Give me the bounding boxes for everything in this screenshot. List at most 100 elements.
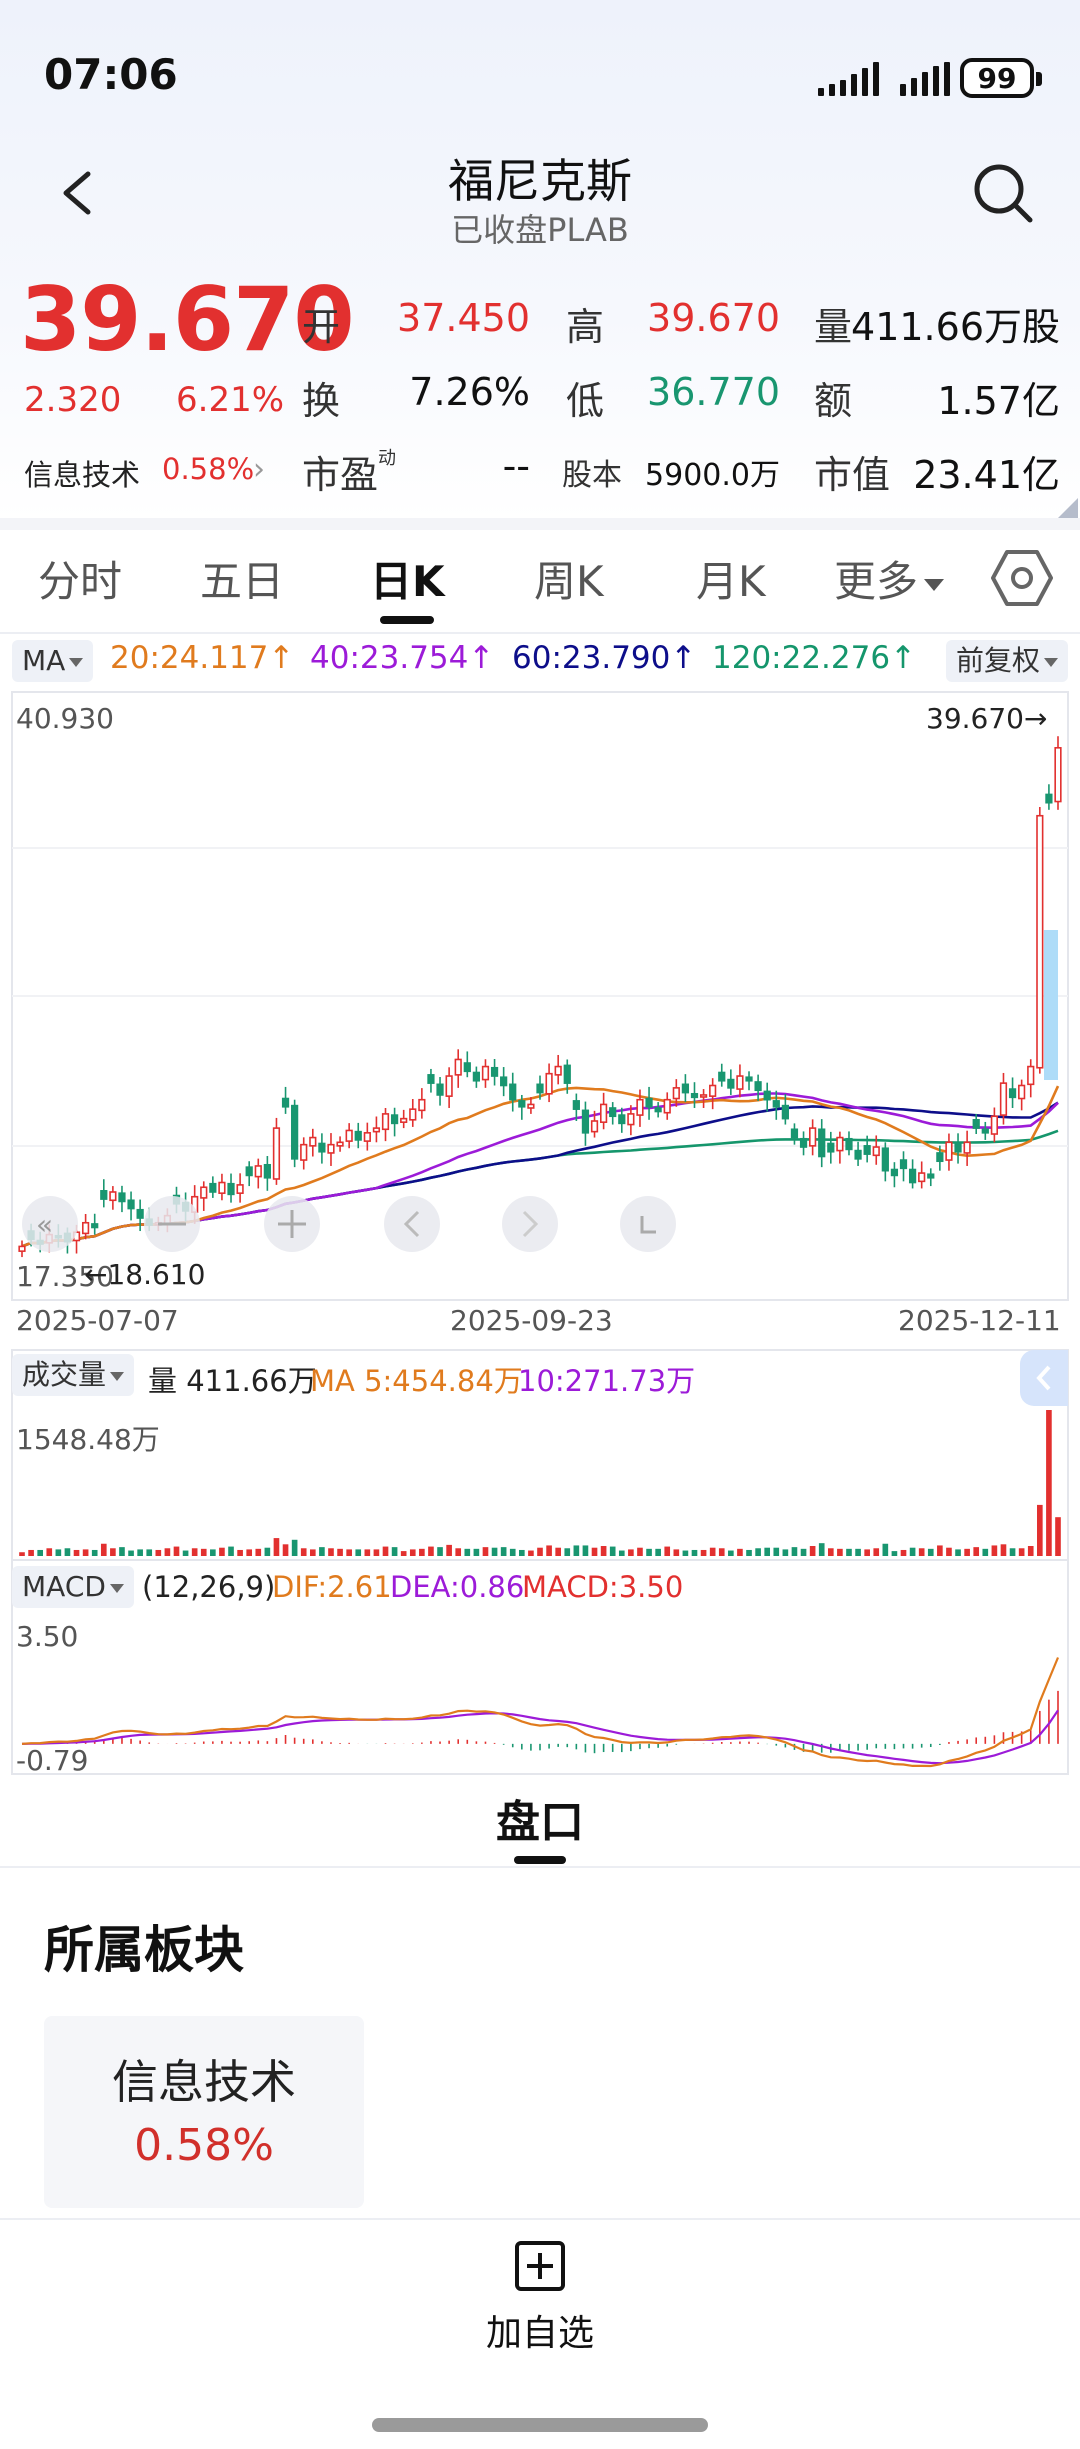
- ma60-value: 60:23.790↑: [512, 640, 697, 676]
- volume-bar: [773, 1547, 780, 1556]
- volume-bar: [618, 1550, 625, 1556]
- volume-bar: [728, 1550, 734, 1556]
- tab-five-day[interactable]: 五日: [200, 557, 285, 606]
- volume-bar: [655, 1548, 661, 1556]
- divider: [0, 518, 1080, 530]
- add-watchlist-icon[interactable]: [514, 2240, 566, 2292]
- add-watchlist-button[interactable]: 加自选: [485, 2313, 594, 2354]
- volume-bar: [909, 1547, 916, 1556]
- fullscreen-icon: [640, 1216, 656, 1234]
- tab-more[interactable]: 更多: [834, 548, 945, 609]
- volume-selector[interactable]: 成交量: [12, 1354, 135, 1396]
- dropdown-arrow-icon: [69, 657, 84, 667]
- candle-body: [699, 1094, 708, 1098]
- back-icon[interactable]: [56, 170, 102, 216]
- candle-body: [627, 1113, 635, 1126]
- candle-body: [327, 1143, 335, 1154]
- tab-weekly-k[interactable]: 周K: [534, 557, 604, 606]
- candle-body: [490, 1066, 499, 1077]
- volume-bar: [219, 1547, 225, 1556]
- candle-body: [136, 1208, 144, 1219]
- expand-corner-icon[interactable]: [1058, 498, 1078, 518]
- volume-bar: [782, 1549, 789, 1556]
- volume-bar: [191, 1548, 198, 1556]
- volume-bar: [46, 1548, 53, 1556]
- battery-level: 99: [977, 61, 1017, 95]
- candle-body: [736, 1075, 744, 1090]
- ma20-value: 20:24.117↑: [110, 640, 295, 676]
- y-axis-min: 17.350: [16, 1260, 114, 1293]
- adjust-selector[interactable]: 前复权: [946, 640, 1069, 682]
- ma120-value: 120:22.276↑: [712, 640, 917, 676]
- kline-chart[interactable]: «: [0, 690, 1080, 1780]
- chart-controls: «: [22, 1196, 676, 1252]
- candle-body: [563, 1064, 571, 1084]
- amount-value: 1.57亿: [937, 379, 1060, 423]
- volume-bar: [346, 1549, 352, 1556]
- macd-selector[interactable]: MACD: [12, 1566, 134, 1608]
- volume-bar: [273, 1538, 280, 1556]
- candle-body: [109, 1191, 117, 1202]
- home-indicator[interactable]: [372, 2418, 708, 2432]
- candle-body: [1018, 1084, 1026, 1100]
- volume-bar: [682, 1550, 689, 1556]
- tab-monthly-k[interactable]: 月K: [696, 557, 766, 606]
- sector-pct[interactable]: 0.58%: [162, 452, 255, 486]
- collapse-panel-button[interactable]: [1020, 1350, 1068, 1406]
- pe-label: 市盈动: [302, 444, 396, 499]
- candle-body: [818, 1128, 826, 1158]
- sector-card[interactable]: 信息技术 0.58%: [44, 2016, 364, 2208]
- volume-bar: [500, 1547, 507, 1556]
- double-left-icon: «: [36, 1208, 53, 1241]
- volume-bar: [1018, 1548, 1025, 1556]
- candle-body: [400, 1117, 408, 1123]
- tab-daily-k[interactable]: 日K: [370, 557, 445, 606]
- step-back-button[interactable]: [384, 1196, 440, 1252]
- candle-body: [590, 1120, 599, 1133]
- volume-bar: [155, 1549, 162, 1556]
- ma-selector[interactable]: MA: [12, 640, 94, 682]
- chevron-right-icon[interactable]: ›: [253, 452, 265, 487]
- volume-bar: [182, 1550, 189, 1556]
- search-icon[interactable]: [970, 160, 1036, 226]
- candle-body: [636, 1098, 644, 1116]
- step-forward-button[interactable]: [502, 1196, 558, 1252]
- signal-icon: [818, 62, 879, 96]
- settings-hexagon-icon[interactable]: [990, 546, 1054, 610]
- candle-body: [918, 1172, 926, 1183]
- volume-bar: [119, 1547, 125, 1556]
- volume-bar: [946, 1547, 952, 1556]
- candle-body: [100, 1190, 108, 1200]
- ma40-value: 40:23.754↑: [310, 640, 495, 676]
- volume-bar: [382, 1546, 389, 1556]
- volume-bar: [609, 1546, 616, 1556]
- tab-intraday[interactable]: 分时: [38, 557, 123, 606]
- volume-bar: [1055, 1517, 1061, 1556]
- candle-body: [690, 1092, 699, 1099]
- volume-bar: [555, 1547, 561, 1556]
- tab-pankou[interactable]: 盘口: [496, 1797, 584, 1848]
- macd-selector-label: MACD: [22, 1570, 106, 1603]
- volume-bar: [391, 1547, 398, 1556]
- pe-label-text: 市盈: [302, 453, 379, 497]
- candle-body: [236, 1184, 244, 1194]
- candle-body: [118, 1192, 126, 1203]
- volume-bars: [19, 1410, 1061, 1556]
- pe-value: --: [502, 444, 530, 488]
- volume-bar: [855, 1548, 861, 1556]
- macd-dif-line: [21, 1657, 1060, 1768]
- macd-y-max: 3.50: [16, 1620, 79, 1653]
- high-value: 39.670: [647, 296, 780, 340]
- volume-bar: [73, 1549, 80, 1556]
- candle-body: [881, 1147, 889, 1172]
- candle-body: [381, 1113, 390, 1131]
- candle-body: [754, 1081, 762, 1092]
- sector-name[interactable]: 信息技术: [24, 458, 141, 492]
- volume-label: 量: [814, 305, 853, 349]
- volume-bar: [110, 1548, 116, 1556]
- volume-bar: [519, 1549, 525, 1556]
- fullscreen-button[interactable]: [620, 1196, 676, 1252]
- candle-body: [681, 1083, 690, 1094]
- candle-body: [463, 1062, 471, 1073]
- rewind-button[interactable]: [22, 1196, 78, 1252]
